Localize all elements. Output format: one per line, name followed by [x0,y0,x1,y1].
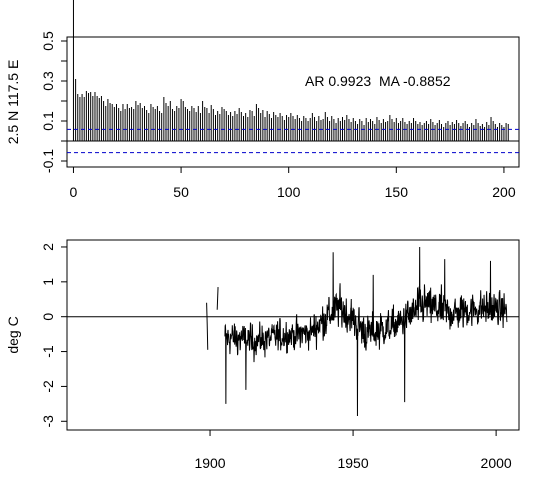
acf-panel: 0 50 100 150 200 -0.1 0.1 0.3 0.5 2.5 N 117.5 E… [5,0,520,200]
acf-x-tick-label: 150 [385,184,409,200]
timeseries-y-axis-label: deg C [5,316,21,353]
acf-x-tick-label: 100 [277,184,301,200]
acf-annotation: AR 0.9923 MA -0.8852 [305,73,451,89]
timeseries-y-axis: -3 -2 -1 0 1 2 [40,243,67,428]
acf-y-axis: -0.1 0.1 0.3 0.5 [40,31,67,173]
acf-y-tick-label: 0.1 [40,111,56,131]
timeseries-series-line [206,246,508,417]
timeseries-segment [206,302,209,350]
acf-bars [72,0,509,141]
acf-x-tick-label: 0 [70,184,78,200]
timeseries-panel: 1900 1950 2000 -3 -2 -1 0 1 2 deg C [5,239,520,471]
timeseries-main-line [224,246,508,417]
acf-x-tick-label: 200 [492,184,516,200]
acf-plot-frame [66,36,520,168]
timeseries-y-tick-label: 0 [40,313,56,321]
timeseries-y-tick-label: -2 [40,380,56,393]
timeseries-y-tick-label: -1 [40,345,56,358]
acf-y-tick-label: 0.5 [40,31,56,51]
acf-x-axis: 0 50 100 150 200 [70,167,516,200]
acf-x-tick-label: 50 [173,184,189,200]
timeseries-x-tick-label: 1900 [194,455,225,471]
acf-y-tick-label: 0.3 [40,71,56,91]
timeseries-y-tick-label: 2 [40,243,56,251]
timeseries-segment [216,287,219,310]
timeseries-x-tick-label: 1950 [337,455,368,471]
timeseries-y-tick-label: 1 [40,278,56,286]
timeseries-plot-frame [66,239,520,431]
timeseries-y-tick-label: -3 [40,415,56,428]
acf-y-axis-label: 2.5 N 117.5 E [5,60,21,145]
timeseries-x-axis: 1900 1950 2000 [194,430,512,471]
acf-y-tick-label: -0.1 [40,149,56,173]
timeseries-x-tick-label: 2000 [481,455,512,471]
